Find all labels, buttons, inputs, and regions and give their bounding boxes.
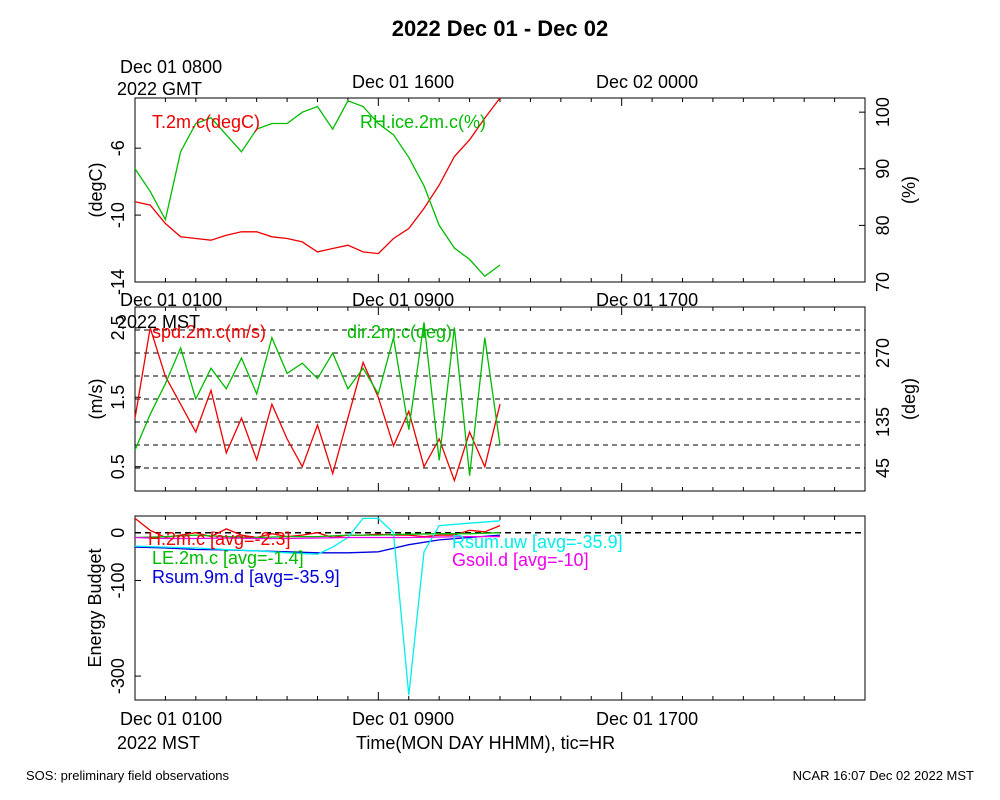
- gmt-first-tick-line1: Dec 01 0800: [120, 57, 223, 77]
- bottom-tick-label: Dec 01 1700: [596, 709, 699, 729]
- y-tick-label-right: 80: [873, 215, 893, 235]
- series-line: [134, 517, 501, 539]
- legend-label: spd.2m.c(m/s): [152, 322, 266, 342]
- y-tick-label-right: 100: [873, 97, 893, 127]
- y-tick-label-left: 0: [108, 528, 128, 538]
- y-tick-label-left: 1.5: [108, 385, 128, 410]
- series-line: [134, 535, 500, 540]
- y-axis-label-left: (m/s): [86, 379, 106, 420]
- legend-label: dir.2m.c(deg): [347, 322, 452, 342]
- series-line: [134, 99, 501, 278]
- footer-left: SOS: preliminary field observations: [26, 768, 230, 783]
- gmt-tick-label: Dec 02 0000: [596, 72, 699, 92]
- legend-label: H.2m.c [avg=-2.3]: [148, 529, 291, 549]
- y-axis-label-left: (degC): [86, 162, 106, 217]
- y-tick-label-left: -6: [108, 140, 128, 156]
- y-axis-label-right: (deg): [899, 378, 919, 420]
- y-tick-label-left: 2.5: [108, 315, 128, 340]
- series-line: [134, 534, 501, 554]
- y-tick-label-right: 270: [873, 338, 893, 368]
- y-tick-label-left: -300: [108, 658, 128, 694]
- y-tick-label-right: 70: [873, 272, 893, 292]
- y-axis-label: Energy Budget: [85, 548, 105, 667]
- bottom-first-tick-line1: Dec 01 0100: [120, 709, 223, 729]
- y-tick-label-right: 90: [873, 159, 893, 179]
- legend-label: Rsum.uw [avg=-35.9]: [452, 532, 623, 552]
- x-axis-label: Time(MON DAY HHMM), tic=HR: [356, 733, 616, 753]
- series-line: [134, 97, 501, 255]
- footer-right: NCAR 16:07 Dec 02 2022 MST: [792, 768, 974, 783]
- y-axis-label-right: (%): [899, 176, 919, 204]
- series-line: [134, 532, 501, 539]
- legend-label: Gsoil.d [avg=-10]: [452, 550, 589, 570]
- y-tick-label-left: -14: [108, 269, 128, 295]
- y-tick-label-right: 135: [873, 407, 893, 437]
- y-tick-label-left: -100: [108, 563, 128, 599]
- series-line: [134, 322, 501, 476]
- series-line: [134, 327, 501, 483]
- legend-label: LE.2m.c [avg=-1.4]: [152, 548, 304, 568]
- bottom-tick-label: Dec 01 0900: [352, 709, 455, 729]
- mst-tick-label: Dec 01 1700: [596, 290, 699, 310]
- legend-label: Rsum.9m.d [avg=-35.9]: [152, 567, 340, 587]
- chart-title: 2022 Dec 01 - Dec 02: [391, 16, 609, 41]
- y-tick-label-left: 0.5: [108, 454, 128, 479]
- mst-first-tick-line2: 2022 MST: [117, 312, 201, 332]
- gmt-first-tick-line2: 2022 GMT: [117, 79, 203, 99]
- y-tick-label-right: 45: [873, 458, 893, 478]
- legend-label: T.2m.c(degC): [152, 112, 260, 132]
- gmt-tick-label: Dec 01 1600: [352, 72, 455, 92]
- bottom-first-tick-line2: 2022 MST: [117, 733, 201, 753]
- legend-label: RH.ice.2m.c(%): [360, 112, 486, 132]
- y-tick-label-left: -10: [108, 202, 128, 228]
- mst-first-tick-line1: Dec 01 0100: [120, 290, 223, 310]
- mst-tick-label: Dec 01 0900: [352, 290, 455, 310]
